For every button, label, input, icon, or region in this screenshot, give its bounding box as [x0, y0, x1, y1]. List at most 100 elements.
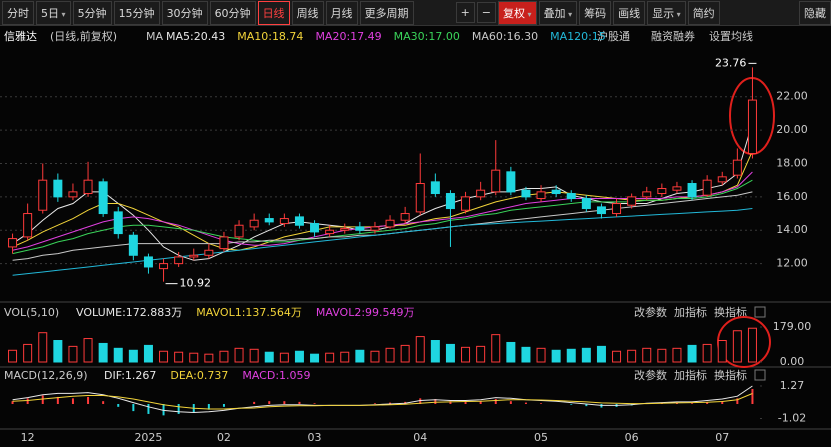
volume-bar	[38, 332, 48, 363]
toolbar-button[interactable]: 30分钟	[161, 0, 208, 25]
ma-line	[12, 179, 753, 255]
toolbar-button[interactable]: 隐藏	[799, 0, 831, 25]
toolbar-button[interactable]: 5日	[36, 0, 71, 25]
y-tick-label: 22.00	[776, 90, 808, 103]
toolbar-button[interactable]: 画线	[613, 0, 646, 25]
toolbar-button[interactable]: 叠加	[538, 0, 578, 25]
panel-button[interactable]: 换指标	[714, 368, 747, 382]
ma-line	[12, 122, 753, 261]
panel-button[interactable]: 改参数	[634, 368, 667, 382]
y-tick-label: 16.00	[776, 190, 808, 203]
ma-line	[12, 171, 753, 251]
candle-body	[687, 183, 697, 198]
volume-bar	[491, 334, 501, 363]
x-tick-label: 2025	[134, 431, 162, 444]
volume-bar	[672, 347, 682, 363]
legend-entry: MAVOL1:137.564万	[196, 306, 302, 319]
candle-body	[53, 179, 63, 198]
info-link[interactable]: 设置均线	[709, 29, 753, 43]
info-link[interactable]: 沪股通	[597, 29, 630, 43]
y-tick-label: 20.00	[776, 123, 808, 136]
candle-body	[551, 189, 561, 195]
low-label: 10.92	[180, 277, 212, 290]
volume-bar	[430, 340, 440, 363]
info-link[interactable]: 融资融券	[651, 29, 695, 43]
candle-body	[113, 211, 123, 235]
macd-line	[12, 393, 753, 410]
volume-bar	[521, 346, 531, 363]
candle-body	[264, 218, 274, 223]
legend-entry: MA10:18.74	[237, 30, 303, 43]
candle-body	[219, 236, 229, 250]
toolbar-button[interactable]: 筹码	[579, 0, 612, 25]
toolbar-button[interactable]: 5分钟	[72, 0, 112, 25]
panel-button[interactable]: 加指标	[674, 305, 707, 319]
toolbar-button[interactable]: 更多周期	[359, 0, 414, 25]
toolbar-button[interactable]: 复权	[498, 0, 537, 25]
y-tick-label: 179.00	[773, 320, 812, 333]
legend-entry: DEA:0.737	[170, 369, 228, 382]
volume-bar	[506, 341, 516, 363]
volume-bar	[627, 349, 637, 363]
close-box[interactable]	[754, 306, 766, 318]
toolbar-button[interactable]: 周线	[291, 0, 324, 25]
volume-bar	[204, 353, 214, 363]
candle-body	[596, 206, 606, 215]
toolbar-button[interactable]: 显示	[647, 0, 686, 25]
candle-body	[98, 181, 108, 215]
volume-bar	[566, 348, 576, 363]
toolbar-button[interactable]: 分时	[2, 0, 34, 25]
candle-body	[506, 171, 516, 193]
candle-body	[325, 229, 335, 235]
candle-body	[717, 176, 727, 183]
panel-button[interactable]: 改参数	[634, 305, 667, 319]
x-tick-label: 07	[715, 431, 729, 444]
panel-button[interactable]: 加指标	[674, 368, 707, 382]
toolbar-button[interactable]: 60分钟	[209, 0, 256, 25]
candle-body	[370, 226, 380, 231]
toolbar-button[interactable]: −	[476, 2, 496, 23]
volume-bar	[189, 352, 199, 363]
candle-body	[521, 189, 531, 198]
toolbar-button[interactable]: 日线	[257, 0, 290, 25]
legend-entry: MAVOL2:99.549万	[316, 306, 415, 319]
volume-bar	[83, 338, 93, 363]
candle-body	[143, 256, 153, 268]
y-tick-label: -1.02	[778, 411, 806, 424]
legend-entry: MACD:1.059	[242, 369, 310, 382]
legend-entry: MA120:15	[550, 30, 606, 43]
legend-entry: DIF:1.267	[104, 369, 156, 382]
candle-body	[672, 186, 682, 191]
volume-bar	[687, 344, 697, 363]
candle-body	[279, 218, 289, 225]
candle-body	[747, 99, 757, 154]
candle-body	[415, 183, 425, 213]
toolbar-button[interactable]: 15分钟	[113, 0, 160, 25]
toolbar-button[interactable]: +	[455, 2, 475, 23]
candle-body	[310, 223, 320, 233]
volume-bar	[581, 347, 591, 363]
toolbar-button[interactable]: 月线	[325, 0, 358, 25]
volume-bar	[174, 351, 184, 363]
candle-body	[430, 181, 440, 195]
close-box[interactable]	[754, 369, 766, 381]
x-tick-label: 05	[534, 431, 548, 444]
ma-label: MA	[146, 30, 163, 43]
panel-button[interactable]: 换指标	[714, 305, 747, 319]
volume-bar	[234, 347, 244, 363]
volume-bar	[370, 350, 380, 363]
y-tick-label: 12.00	[776, 257, 808, 270]
candle-body	[657, 188, 667, 195]
candle-body	[68, 191, 78, 198]
toolbar-button[interactable]: 简约	[687, 0, 720, 25]
volume-bar	[68, 345, 78, 363]
volume-bar	[310, 353, 320, 363]
candle-body	[159, 263, 169, 270]
toolbar: 分时5日5分钟15分钟30分钟60分钟日线周线月线更多周期 +−复权叠加筹码画线显…	[0, 0, 831, 26]
volume-bar	[385, 347, 395, 363]
candle-body	[491, 169, 501, 193]
candle-body	[189, 254, 199, 258]
panel-title: MACD(12,26,9)	[4, 369, 88, 382]
volume-bar	[445, 343, 455, 363]
